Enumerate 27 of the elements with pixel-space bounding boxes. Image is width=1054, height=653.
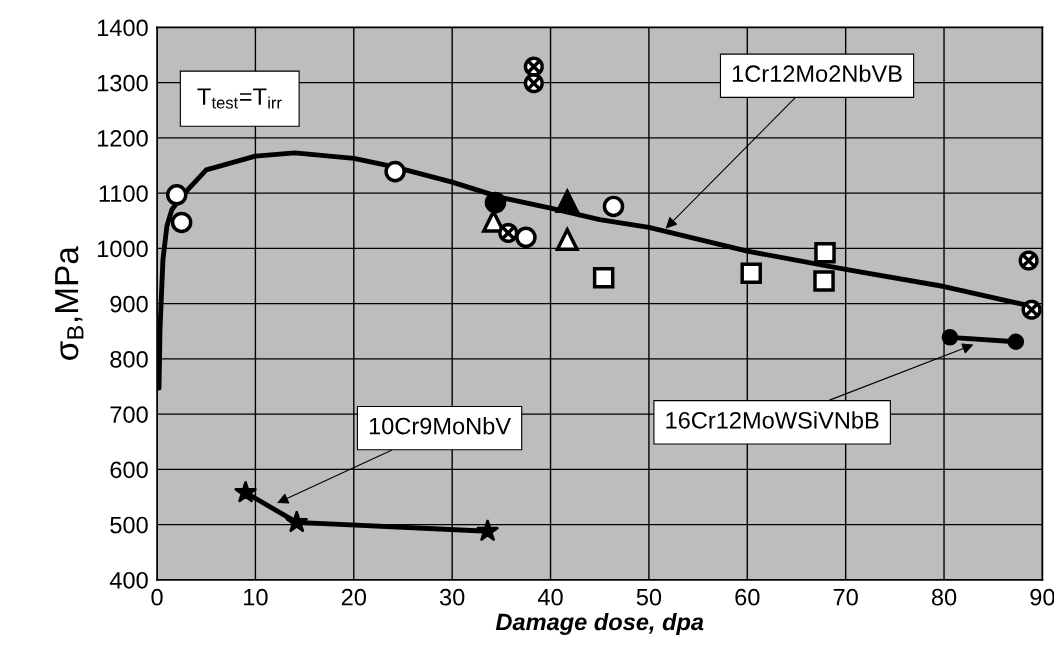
y-tick-label: 600 xyxy=(110,461,148,479)
y-tick-label: 1300 xyxy=(97,74,148,92)
y-tick-label: 1400 xyxy=(97,19,148,37)
annotation: 16Cr12MoWSiVNbB xyxy=(666,411,879,429)
y-tick-label: 900 xyxy=(110,295,148,313)
y-axis-title: σ$_{B}$,MPa xyxy=(55,246,84,360)
x-tick-label: 70 xyxy=(833,588,858,606)
x-axis-title: Damage dose, dpa xyxy=(495,612,704,635)
x-tick-label: 10 xyxy=(244,588,268,606)
x-tick-label: 50 xyxy=(636,588,662,606)
x-tick-label: 80 xyxy=(931,588,957,606)
x-tick-label: 30 xyxy=(439,588,465,606)
x-tick-label: 40 xyxy=(537,588,563,606)
x-tick-label: 0 xyxy=(151,588,163,606)
y-tick-label: 400 xyxy=(109,571,148,589)
annotation: T$_{test}$=T$_{irr}$ xyxy=(197,88,282,109)
y-tick-label: 700 xyxy=(110,406,148,423)
y-tick-label: 1000 xyxy=(97,240,148,258)
x-tick-label: 20 xyxy=(341,588,366,606)
annotation: 10Cr9MoNbV xyxy=(369,417,511,435)
x-tick-label: 90 xyxy=(1030,588,1054,606)
y-tick-label: 500 xyxy=(110,516,148,534)
y-tick-label: 1100 xyxy=(99,185,148,202)
y-tick-label: 800 xyxy=(110,350,148,368)
x-tick-label: 60 xyxy=(735,588,760,606)
y-tick-label: 1200 xyxy=(97,129,148,147)
annotation: 1Cr12Mo2NbVB xyxy=(732,64,902,83)
